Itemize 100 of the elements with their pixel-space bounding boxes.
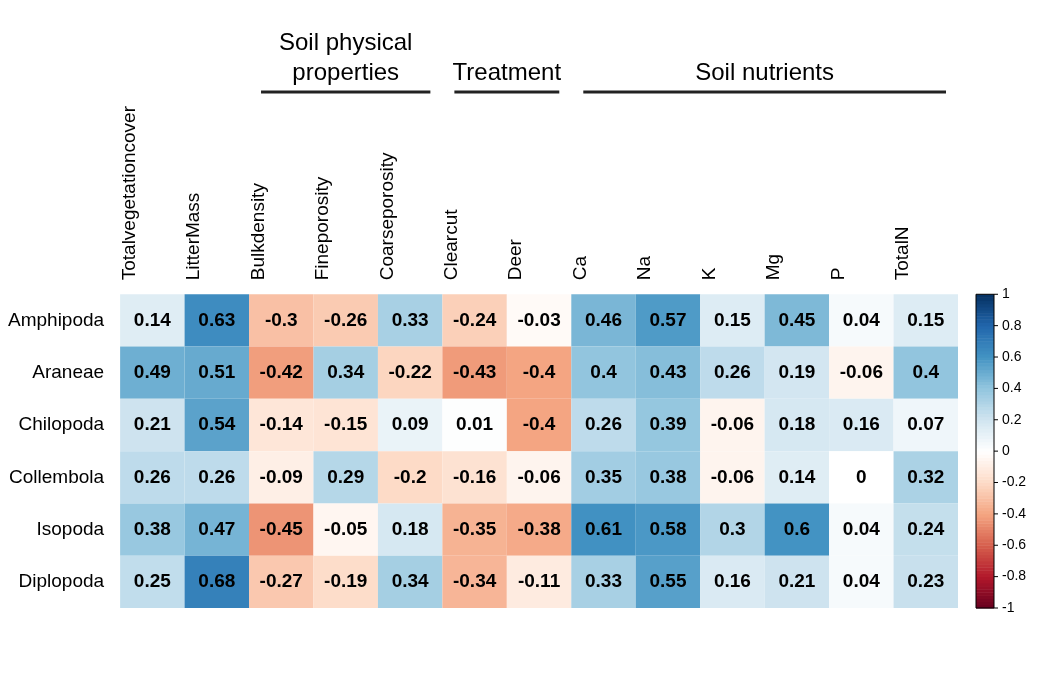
data-label: -0.4 bbox=[522, 413, 556, 435]
data-label: 0.15 bbox=[713, 308, 752, 330]
color-bar-label: -0.6 bbox=[1002, 536, 1027, 553]
data-label: -0.22 bbox=[388, 360, 432, 382]
data-label: 0.43 bbox=[649, 360, 687, 382]
data-label: -0.16 bbox=[452, 465, 497, 487]
color-bar-label: -0.4 bbox=[1002, 504, 1027, 521]
x-tick-label: K bbox=[697, 267, 719, 281]
color-bar-label: -1 bbox=[1002, 598, 1015, 615]
data-label: 0.09 bbox=[391, 413, 429, 435]
y-tick-label: Diplopoda bbox=[18, 570, 105, 592]
data-label: 0 bbox=[856, 465, 867, 487]
color-bar-label: 1 bbox=[1002, 285, 1010, 302]
data-label: 0.46 bbox=[585, 308, 623, 330]
data-label: -0.45 bbox=[259, 517, 304, 539]
data-label: -0.06 bbox=[517, 465, 561, 487]
data-label: -0.19 bbox=[324, 570, 368, 592]
data-label: -0.43 bbox=[452, 360, 497, 382]
data-label: 0.6 bbox=[783, 517, 811, 539]
data-label: 0.57 bbox=[649, 308, 687, 330]
data-label: -0.26 bbox=[324, 308, 368, 330]
data-label: 0.35 bbox=[585, 465, 623, 487]
data-label: 0.26 bbox=[585, 413, 623, 435]
data-label: 0.18 bbox=[391, 517, 429, 539]
data-label: 0.29 bbox=[327, 465, 365, 487]
data-label: -0.42 bbox=[259, 360, 303, 382]
data-label: 0.58 bbox=[649, 517, 687, 539]
x-tick-label: Clearcut bbox=[440, 208, 462, 281]
data-label: 0.55 bbox=[649, 570, 687, 592]
data-label: 0.38 bbox=[649, 465, 687, 487]
data-label: -0.03 bbox=[517, 308, 561, 330]
x-tick-label: Totalvegetationcover bbox=[117, 105, 139, 281]
data-label: -0.2 bbox=[393, 465, 427, 487]
data-label: 0.26 bbox=[133, 465, 171, 487]
data-label: -0.06 bbox=[710, 413, 755, 435]
x-tick-label: Coarseporosity bbox=[375, 152, 397, 281]
data-label: 0.49 bbox=[133, 360, 171, 382]
data-label: 0.34 bbox=[327, 360, 365, 382]
y-tick-label: Araneae bbox=[32, 360, 105, 382]
data-label: 0.4 bbox=[590, 360, 618, 382]
data-label: -0.14 bbox=[259, 413, 304, 435]
color-bar-label: -0.8 bbox=[1002, 567, 1027, 584]
data-label: -0.3 bbox=[264, 308, 298, 330]
x-tick-label: Deer bbox=[504, 238, 526, 281]
data-label: -0.34 bbox=[452, 570, 497, 592]
data-label: -0.35 bbox=[452, 517, 497, 539]
x-tick-label: TotalN bbox=[891, 226, 913, 281]
color-bar-label: -0.2 bbox=[1002, 473, 1027, 490]
data-label: -0.38 bbox=[517, 517, 561, 539]
x-tick-label: P bbox=[826, 267, 848, 281]
data-label: -0.06 bbox=[710, 465, 755, 487]
data-label: 0.68 bbox=[198, 570, 236, 592]
data-label: 0.45 bbox=[778, 308, 816, 330]
color-bar-label: 0.8 bbox=[1002, 316, 1022, 333]
data-label: 0.04 bbox=[842, 517, 881, 539]
color-bar-label: 0.4 bbox=[1002, 379, 1022, 396]
x-tick-label: LitterMass bbox=[182, 192, 204, 281]
data-label: 0.32 bbox=[907, 465, 945, 487]
data-label: 0.39 bbox=[649, 413, 687, 435]
text: Soil nutrients bbox=[695, 58, 835, 85]
y-tick-label: Amphipoda bbox=[8, 308, 105, 330]
data-label: -0.4 bbox=[522, 360, 556, 382]
data-label: -0.06 bbox=[839, 360, 883, 382]
data-label: -0.15 bbox=[324, 413, 368, 435]
y-tick-label: Collembola bbox=[9, 465, 105, 487]
data-label: 0.21 bbox=[778, 570, 816, 592]
x-tick-label: Na bbox=[633, 255, 655, 281]
data-label: -0.09 bbox=[259, 465, 303, 487]
data-label: 0.26 bbox=[713, 360, 751, 382]
x-tick-label: Ca bbox=[568, 255, 590, 281]
data-label: 0.16 bbox=[713, 570, 751, 592]
data-label: 0.16 bbox=[842, 413, 880, 435]
data-label: 0.14 bbox=[133, 308, 172, 330]
x-tick-label: Mg bbox=[762, 253, 784, 281]
data-label: 0.19 bbox=[778, 360, 816, 382]
y-tick-label: Isopoda bbox=[36, 517, 105, 539]
data-label: -0.11 bbox=[517, 570, 561, 592]
color-bar-label: 0.6 bbox=[1002, 347, 1022, 364]
x-tick-label: Bulkdensity bbox=[246, 182, 268, 281]
data-label: 0.33 bbox=[391, 308, 429, 330]
data-label: 0.18 bbox=[778, 413, 816, 435]
data-label: 0.54 bbox=[198, 413, 236, 435]
data-label: -0.27 bbox=[259, 570, 303, 592]
data-label: 0.04 bbox=[842, 570, 881, 592]
data-label: 0.04 bbox=[842, 308, 881, 330]
data-label: 0.21 bbox=[133, 413, 172, 435]
text: Soil physical properties bbox=[279, 28, 413, 85]
data-label: 0.38 bbox=[133, 517, 171, 539]
color-bar-label: 0 bbox=[1002, 442, 1010, 458]
data-label: 0.24 bbox=[907, 517, 945, 539]
color-bar-label: 0.2 bbox=[1002, 410, 1022, 427]
data-label: 0.23 bbox=[907, 570, 945, 592]
y-tick-label: Chilopoda bbox=[18, 413, 105, 435]
data-label: 0.51 bbox=[198, 360, 236, 382]
text: Treatment bbox=[452, 58, 562, 85]
data-label: 0.47 bbox=[198, 517, 236, 539]
data-label: 0.15 bbox=[907, 308, 945, 330]
data-label: 0.01 bbox=[456, 413, 494, 435]
data-label: -0.24 bbox=[452, 308, 497, 330]
x-tick-label: Fineporosity bbox=[311, 176, 333, 281]
